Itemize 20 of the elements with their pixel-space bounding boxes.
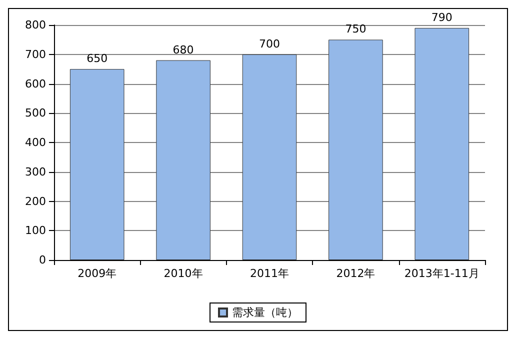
y-tick-label: 500 [25, 106, 46, 120]
data-label: 750 [345, 22, 366, 36]
x-tick-label: 2010年 [164, 267, 203, 280]
y-tick-label: 200 [25, 194, 46, 208]
x-tick-label: 2009年 [78, 267, 117, 280]
y-tick-label: 600 [25, 77, 46, 90]
data-label: 650 [86, 52, 108, 66]
y-tick-label: 800 [25, 18, 46, 32]
y-tick-label: 100 [25, 224, 46, 238]
data-label: 700 [259, 37, 280, 50]
x-tick-label: 2012年 [336, 267, 376, 280]
x-tick-label: 2013年1-11月 [404, 267, 480, 280]
legend-label: 需求量（吨） [232, 306, 298, 319]
data-label: 790 [431, 10, 452, 24]
x-tick-label: 2011年 [250, 267, 289, 280]
y-tick-label: 300 [25, 165, 46, 178]
data-label: 680 [172, 43, 194, 56]
y-tick-label: 0 [39, 254, 46, 266]
y-tick-label: 400 [25, 136, 46, 149]
y-tick-label: 700 [25, 48, 46, 61]
